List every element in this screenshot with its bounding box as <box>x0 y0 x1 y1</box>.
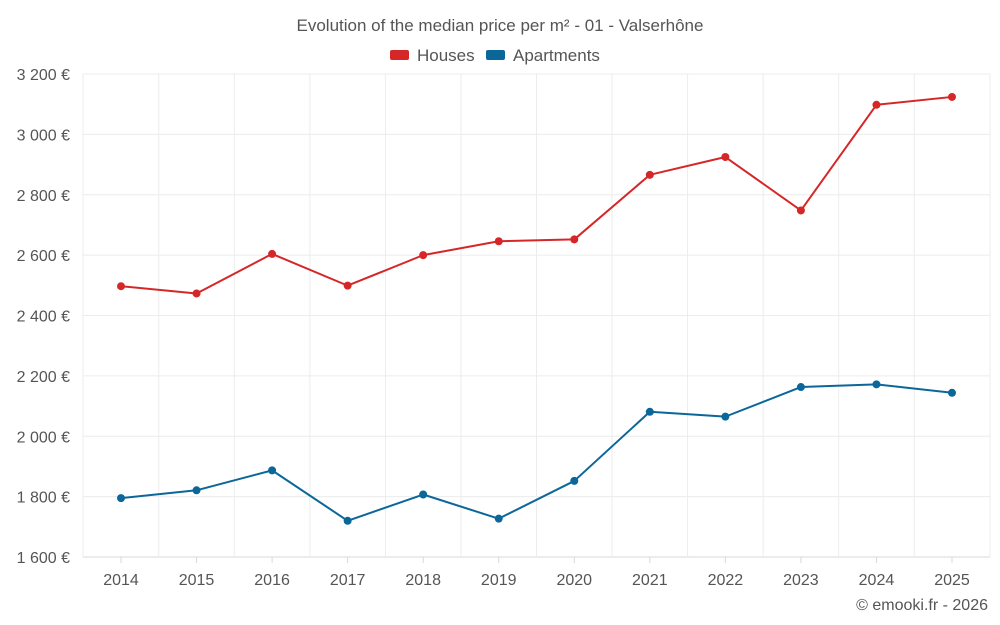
legend-swatch-apartments <box>486 50 505 60</box>
y-tick-label: 1 600 € <box>17 550 70 567</box>
credit: © emooki.fr - 2026 <box>856 597 988 614</box>
y-axis: 1 600 € 1 800 € 2 000 € 2 200 € 2 400 € 2 600… <box>17 67 70 567</box>
y-tick-label: 3 000 € <box>17 127 70 144</box>
data-point-apartments[interactable] <box>570 476 579 485</box>
data-point-houses[interactable] <box>721 153 730 162</box>
y-tick-label: 1 800 € <box>17 490 70 507</box>
data-point-houses[interactable] <box>645 170 654 179</box>
y-tick-label: 2 800 € <box>17 188 70 205</box>
y-tick-label: 2 000 € <box>17 429 70 446</box>
y-tick-label: 2 600 € <box>17 248 70 265</box>
data-point-apartments[interactable] <box>721 412 730 421</box>
legend-label-apartments: Apartments <box>513 46 600 65</box>
data-point-houses[interactable] <box>192 289 201 298</box>
data-point-apartments[interactable] <box>419 490 428 499</box>
x-tick-label: 2015 <box>179 572 215 589</box>
data-point-houses[interactable] <box>117 282 125 291</box>
y-tick-label: 2 200 € <box>17 369 70 386</box>
legend-swatch-houses <box>390 50 409 60</box>
x-tick-label: 2023 <box>783 572 819 589</box>
data-point-apartments[interactable] <box>192 486 201 495</box>
legend-item-houses[interactable]: Houses <box>390 46 475 65</box>
x-tick-label: 2020 <box>556 572 592 589</box>
data-point-houses[interactable] <box>948 92 956 101</box>
data-point-houses[interactable] <box>570 235 579 244</box>
series-line-apartments <box>120 383 953 522</box>
x-tick-label: 2017 <box>330 572 366 589</box>
legend: Houses Apartments <box>390 46 600 65</box>
x-tick-label: 2014 <box>103 572 139 589</box>
series-line-houses <box>120 95 953 295</box>
x-tick-label: 2019 <box>481 572 517 589</box>
data-point-houses[interactable] <box>268 249 277 258</box>
y-tick-label: 3 200 € <box>17 67 70 84</box>
x-tick-label: 2016 <box>254 572 290 589</box>
x-tick-label: 2025 <box>934 572 970 589</box>
data-point-apartments[interactable] <box>268 466 277 475</box>
data-point-apartments[interactable] <box>343 516 352 525</box>
x-tick-label: 2022 <box>708 572 744 589</box>
x-tick-label: 2021 <box>632 572 668 589</box>
data-point-houses[interactable] <box>796 206 805 215</box>
series-apartments <box>117 380 956 525</box>
data-point-apartments[interactable] <box>645 407 654 416</box>
series-layer <box>117 92 956 525</box>
data-point-houses[interactable] <box>494 237 503 246</box>
x-tick-label: 2018 <box>405 572 441 589</box>
legend-item-apartments[interactable]: Apartments <box>486 46 600 65</box>
y-tick-label: 2 400 € <box>17 309 70 326</box>
x-axis: 2014 2015 2016 2017 2018 2019 2020 2021 2022 2023… <box>103 557 970 589</box>
data-point-houses[interactable] <box>419 251 428 260</box>
legend-label-houses: Houses <box>417 46 475 65</box>
data-point-apartments[interactable] <box>494 514 503 523</box>
data-point-apartments[interactable] <box>872 380 881 389</box>
data-point-apartments[interactable] <box>948 388 956 397</box>
data-point-houses[interactable] <box>872 100 881 109</box>
chart-title: Evolution of the median price per m² - 0… <box>297 16 704 35</box>
data-point-apartments[interactable] <box>117 494 125 503</box>
data-point-houses[interactable] <box>343 281 352 290</box>
series-houses <box>117 92 956 298</box>
grid <box>82 73 991 558</box>
data-point-apartments[interactable] <box>796 383 805 392</box>
x-tick-label: 2024 <box>859 572 895 589</box>
